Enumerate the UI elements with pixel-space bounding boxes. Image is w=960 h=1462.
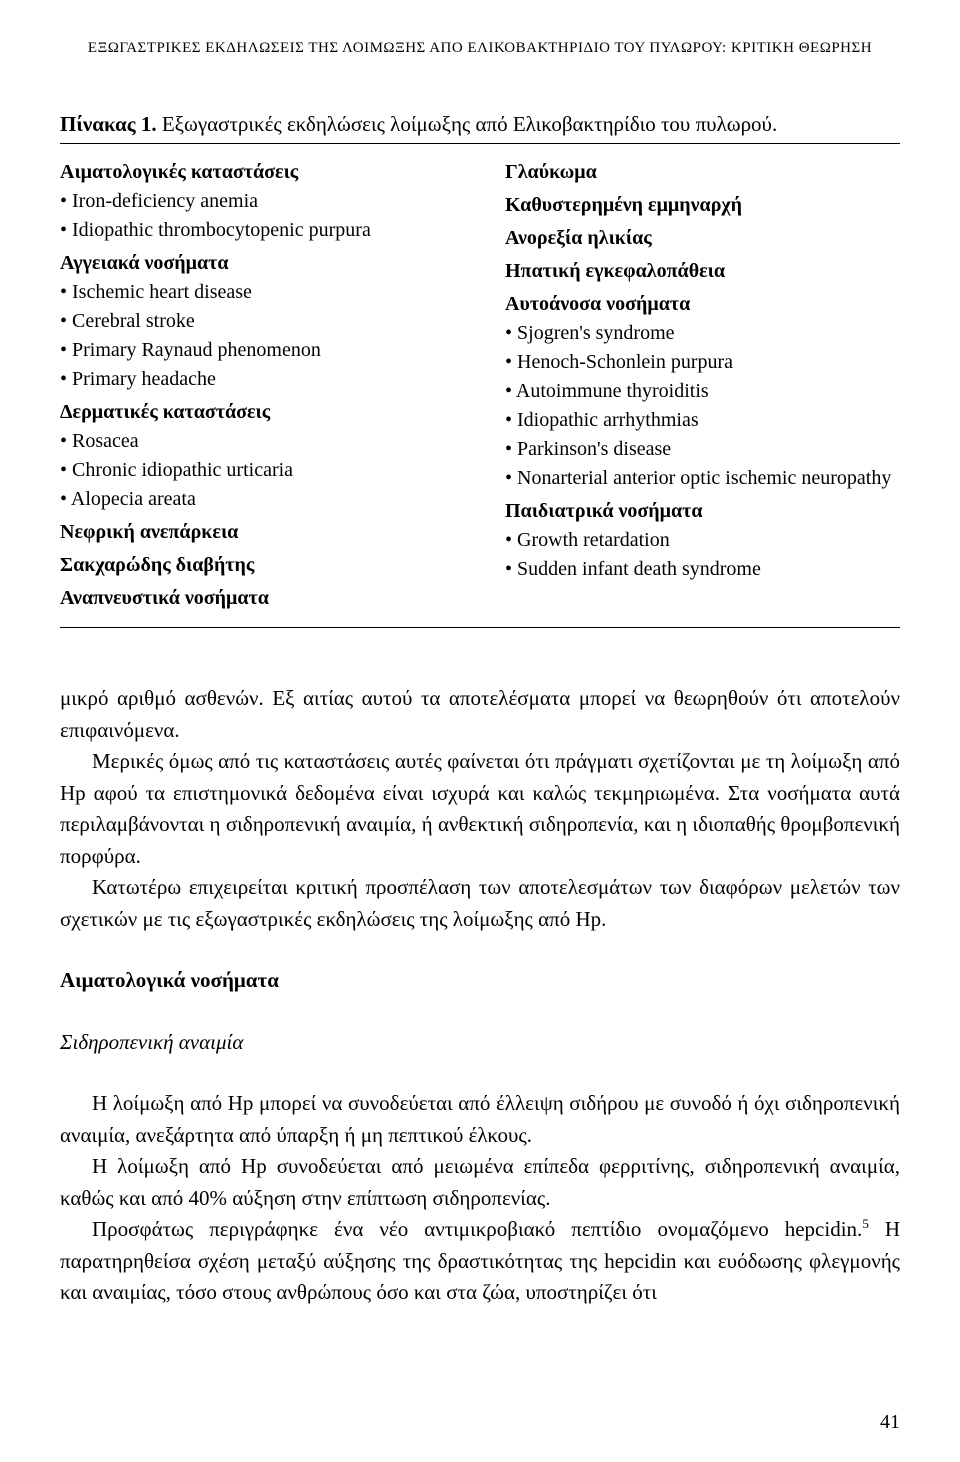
- paragraph: Κατωτέρω επιχειρείται κριτική προσπέλαση…: [60, 872, 900, 935]
- group-head: Αναπνευστικά νοσήματα: [60, 584, 455, 613]
- group-head: Σακχαρώδης διαβήτης: [60, 551, 455, 580]
- group-head: Ανορεξία ηλικίας: [505, 224, 900, 253]
- list-item: Chronic idiopathic urticaria: [60, 456, 455, 485]
- body-text: μικρό αριθμό ασθενών. Εξ αιτίας αυτού τα…: [60, 683, 900, 1309]
- list-item: Autoimmune thyroiditis: [505, 377, 900, 406]
- group-head: Αυτοάνοσα νοσήματα: [505, 290, 900, 319]
- group-head: Γλαύκωμα: [505, 158, 900, 187]
- list-item: Idiopathic arrhythmias: [505, 406, 900, 435]
- page-number: 41: [880, 1411, 900, 1434]
- list-item: Primary headache: [60, 365, 455, 394]
- list-item: Henoch-Schonlein purpura: [505, 348, 900, 377]
- paragraph: Η λοίμωξη από Hp μπορεί να συνοδεύεται α…: [60, 1088, 900, 1151]
- list-item: Growth retardation: [505, 526, 900, 555]
- paragraph: μικρό αριθμό ασθενών. Εξ αιτίας αυτού τα…: [60, 683, 900, 746]
- group-head: Καθυστερημένη εμμηναρχή: [505, 191, 900, 220]
- group-head: Αγγειακά νοσήματα: [60, 249, 455, 278]
- list-item: Sjogren's syndrome: [505, 319, 900, 348]
- list-item: Nonarterial anterior optic ischemic neur…: [505, 464, 900, 493]
- group-head: Νεφρική ανεπάρκεια: [60, 518, 455, 547]
- list-item: Idiopathic thrombocytopenic purpura: [60, 216, 455, 245]
- sub-heading: Σιδηροπενική αναιμία: [60, 1027, 900, 1059]
- page: ΕΞΩΓΑΣΤΡΙΚΕΣ ΕΚΔΗΛΩΣΕΙΣ ΤΗΣ ΛΟΙΜΩΞΗΣ ΑΠΟ…: [0, 0, 960, 1462]
- caption-label: Πίνακας 1.: [60, 112, 157, 136]
- group-head: Ηπατική εγκεφαλοπάθεια: [505, 257, 900, 286]
- paragraph: Προσφάτως περιγράφηκε ένα νέο αντιμικροβ…: [60, 1214, 900, 1309]
- paragraph: Η λοίμωξη από Hp συνοδεύεται από μειωμέν…: [60, 1151, 900, 1214]
- list-item: Sudden infant death syndrome: [505, 555, 900, 584]
- list-item: Alopecia areata: [60, 485, 455, 514]
- caption-text: Εξωγαστρικές εκδηλώσεις λοίμωξης από Ελι…: [157, 112, 778, 136]
- two-column-list: Αιματολογικές καταστάσεις Iron-deficienc…: [60, 144, 900, 627]
- section-heading: Αιματολογικά νοσήματα: [60, 965, 900, 997]
- paragraph: Μερικές όμως από τις καταστάσεις αυτές φ…: [60, 746, 900, 872]
- list-item: Parkinson's disease: [505, 435, 900, 464]
- list-item: Iron-deficiency anemia: [60, 187, 455, 216]
- group-head: Δερματικές καταστάσεις: [60, 398, 455, 427]
- table-caption: Πίνακας 1. Εξωγαστρικές εκδηλώσεις λοίμω…: [60, 112, 900, 137]
- list-item: Ischemic heart disease: [60, 278, 455, 307]
- running-head: ΕΞΩΓΑΣΤΡΙΚΕΣ ΕΚΔΗΛΩΣΕΙΣ ΤΗΣ ΛΟΙΜΩΞΗΣ ΑΠΟ…: [60, 40, 900, 57]
- list-item: Rosacea: [60, 427, 455, 456]
- list-item: Primary Raynaud phenomenon: [60, 336, 455, 365]
- group-head: Αιματολογικές καταστάσεις: [60, 158, 455, 187]
- group-head: Παιδιατρικά νοσήματα: [505, 497, 900, 526]
- right-column: Γλαύκωμα Καθυστερημένη εμμηναρχή Ανορεξί…: [505, 154, 900, 613]
- text-run: Προσφάτως περιγράφηκε ένα νέο αντιμικροβ…: [92, 1217, 862, 1241]
- list-item: Cerebral stroke: [60, 307, 455, 336]
- rule-bottom: [60, 627, 900, 628]
- left-column: Αιματολογικές καταστάσεις Iron-deficienc…: [60, 154, 455, 613]
